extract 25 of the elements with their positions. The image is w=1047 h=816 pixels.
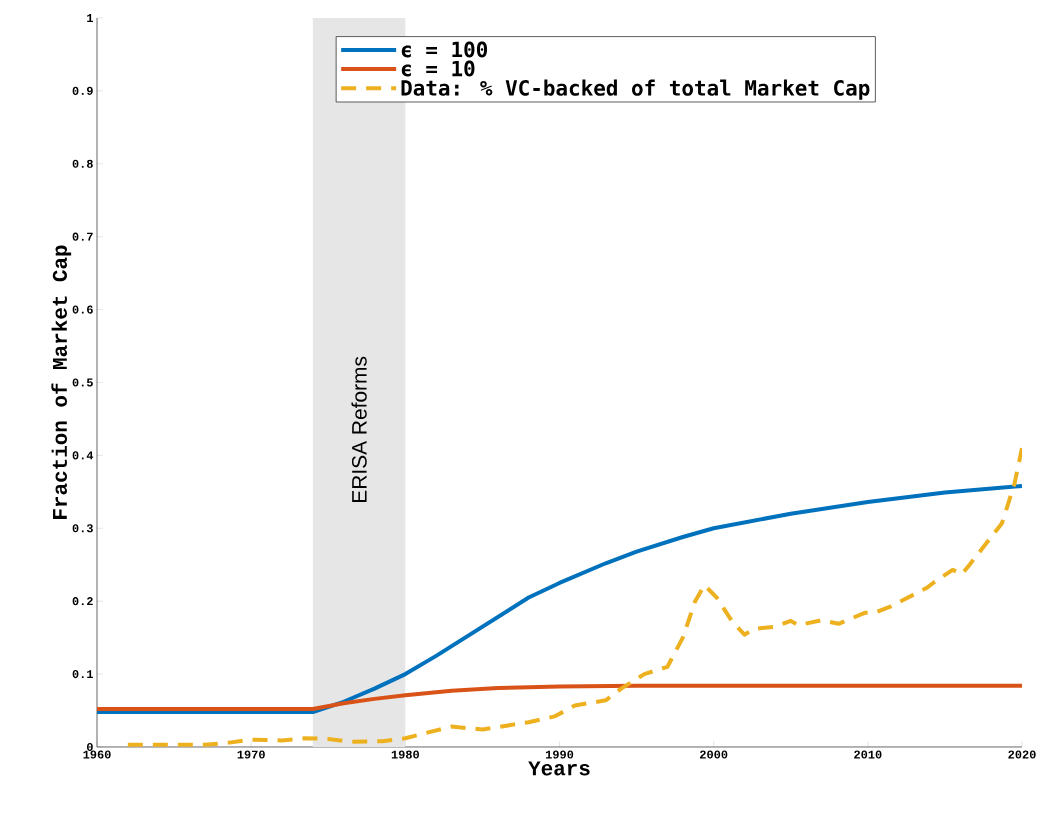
y-tick-label: 0.8 [72,159,93,168]
y-tick-label: 0.3 [72,524,93,533]
y-tick-label: 0.1 [72,670,93,679]
band-label: ERISA Reforms [351,356,367,502]
y-tick-label: 0.2 [72,597,93,606]
y-tick-label: 0.7 [72,232,93,241]
line-series [97,683,1023,712]
y-tick-label: 1 [87,14,93,22]
y-axis-title: Fraction of Market Cap [51,245,72,519]
x-tick-label: 2000 [700,750,728,759]
legend-label: ϵ = 100 [401,41,488,58]
x-tick-label: 1980 [391,750,419,759]
x-tick-label: 2020 [1008,750,1036,759]
legend-label: ϵ = 10 [401,60,475,77]
x-axis-title: Years [528,761,590,776]
x-tick-label: 2010 [854,750,882,759]
legend-label: Data: % VC-backed of total Market Cap [401,79,870,100]
y-tick-label: 0.9 [72,86,93,95]
y-tick-label: 0.4 [72,451,94,460]
y-tick-label: 0 [87,742,93,752]
y-tick-label: 0.6 [72,305,93,314]
x-tick-label: 1960 [83,750,111,759]
x-tick-label: 1990 [545,750,574,759]
y-tick-label: 0.5 [72,378,93,387]
x-tick-label: 1970 [237,750,265,759]
